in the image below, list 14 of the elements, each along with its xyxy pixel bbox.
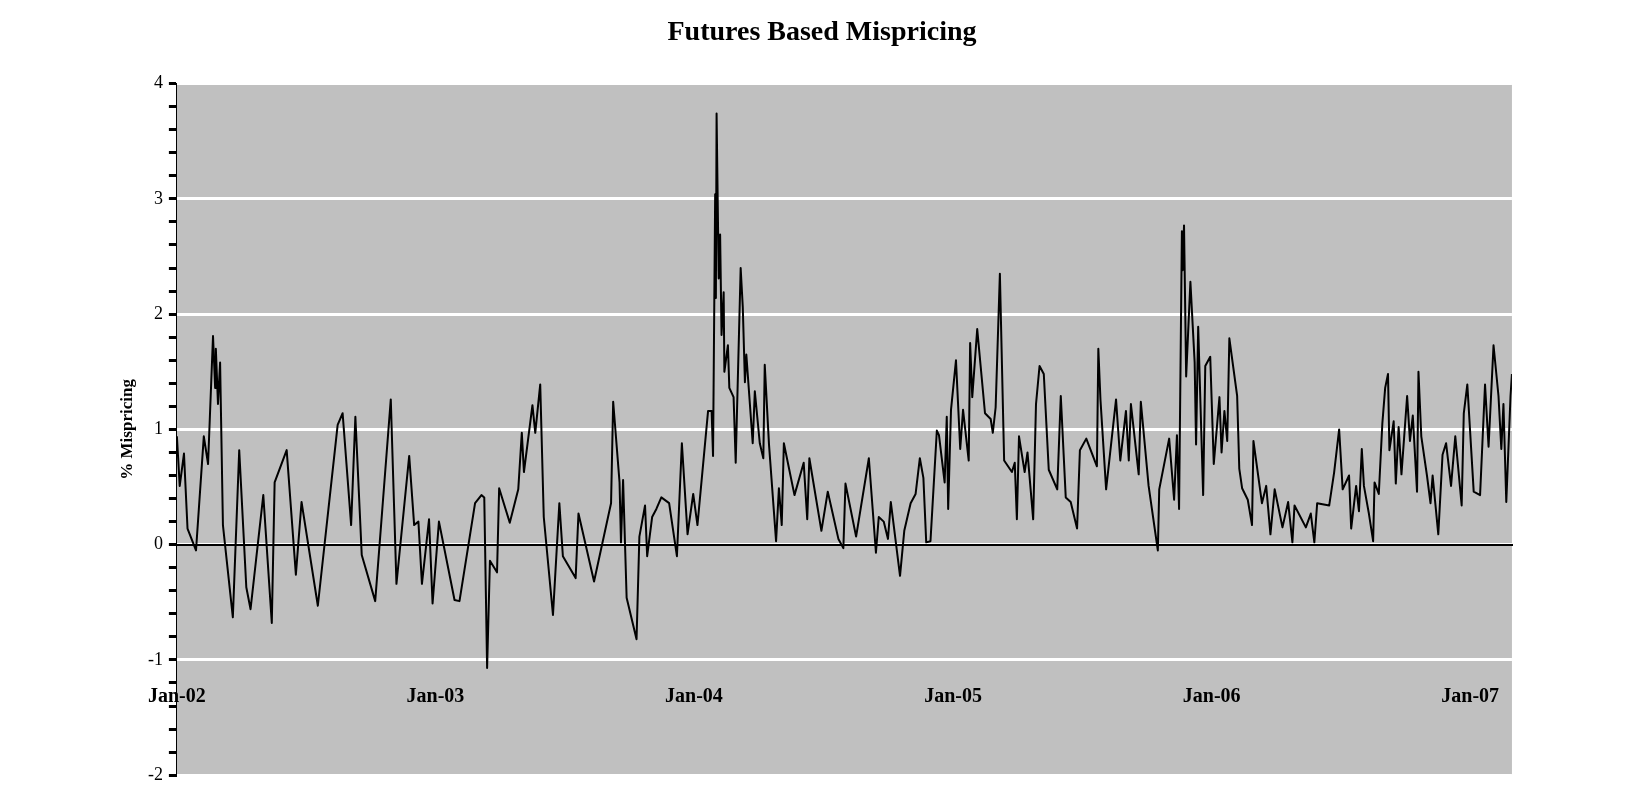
x-tick-label: Jan-05 [924, 683, 983, 706]
y-axis-title: % Mispricing [117, 378, 137, 480]
y-tick-label: 4 [153, 72, 163, 93]
y-tick-label: -2 [147, 763, 163, 784]
y-tick-label: 1 [153, 418, 163, 439]
y-tick-label: -1 [147, 648, 163, 669]
y-tick-label: 0 [153, 533, 163, 554]
x-tick-label: Jan-07 [1441, 683, 1500, 706]
chart-title: Futures Based Mispricing [667, 15, 977, 47]
y-tick-label: 2 [153, 302, 163, 323]
x-tick-label: Jan-03 [406, 683, 465, 706]
x-tick-label: Jan-06 [1182, 683, 1241, 706]
x-tick-label: Jan-04 [665, 683, 723, 706]
y-tick-label: 3 [153, 187, 163, 208]
